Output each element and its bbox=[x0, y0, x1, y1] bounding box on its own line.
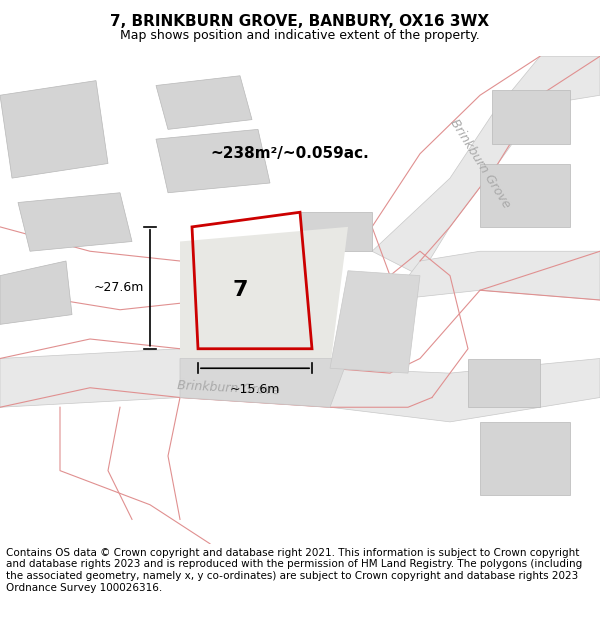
Polygon shape bbox=[180, 227, 348, 368]
Polygon shape bbox=[0, 349, 600, 422]
Text: Map shows position and indicative extent of the property.: Map shows position and indicative extent… bbox=[120, 29, 480, 42]
Polygon shape bbox=[18, 192, 132, 251]
Text: 7: 7 bbox=[232, 280, 248, 300]
Polygon shape bbox=[492, 91, 570, 144]
Polygon shape bbox=[390, 251, 600, 300]
Text: ~27.6m: ~27.6m bbox=[94, 281, 144, 294]
Polygon shape bbox=[480, 164, 570, 227]
Text: ~238m²/~0.059ac.: ~238m²/~0.059ac. bbox=[210, 146, 369, 161]
Polygon shape bbox=[156, 76, 252, 129]
Text: Contains OS data © Crown copyright and database right 2021. This information is : Contains OS data © Crown copyright and d… bbox=[6, 548, 582, 592]
Polygon shape bbox=[330, 271, 420, 373]
Polygon shape bbox=[468, 359, 540, 408]
Polygon shape bbox=[0, 81, 108, 178]
Polygon shape bbox=[0, 261, 72, 324]
Text: 7, BRINKBURN GROVE, BANBURY, OX16 3WX: 7, BRINKBURN GROVE, BANBURY, OX16 3WX bbox=[110, 14, 490, 29]
Text: Brinkburn Grove: Brinkburn Grove bbox=[447, 116, 513, 211]
Polygon shape bbox=[180, 359, 348, 408]
Polygon shape bbox=[156, 129, 270, 192]
Polygon shape bbox=[300, 213, 372, 251]
Text: ~15.6m: ~15.6m bbox=[230, 383, 280, 396]
Polygon shape bbox=[480, 422, 570, 495]
Polygon shape bbox=[372, 56, 600, 276]
Text: Brinkburn Grove: Brinkburn Grove bbox=[176, 379, 280, 397]
